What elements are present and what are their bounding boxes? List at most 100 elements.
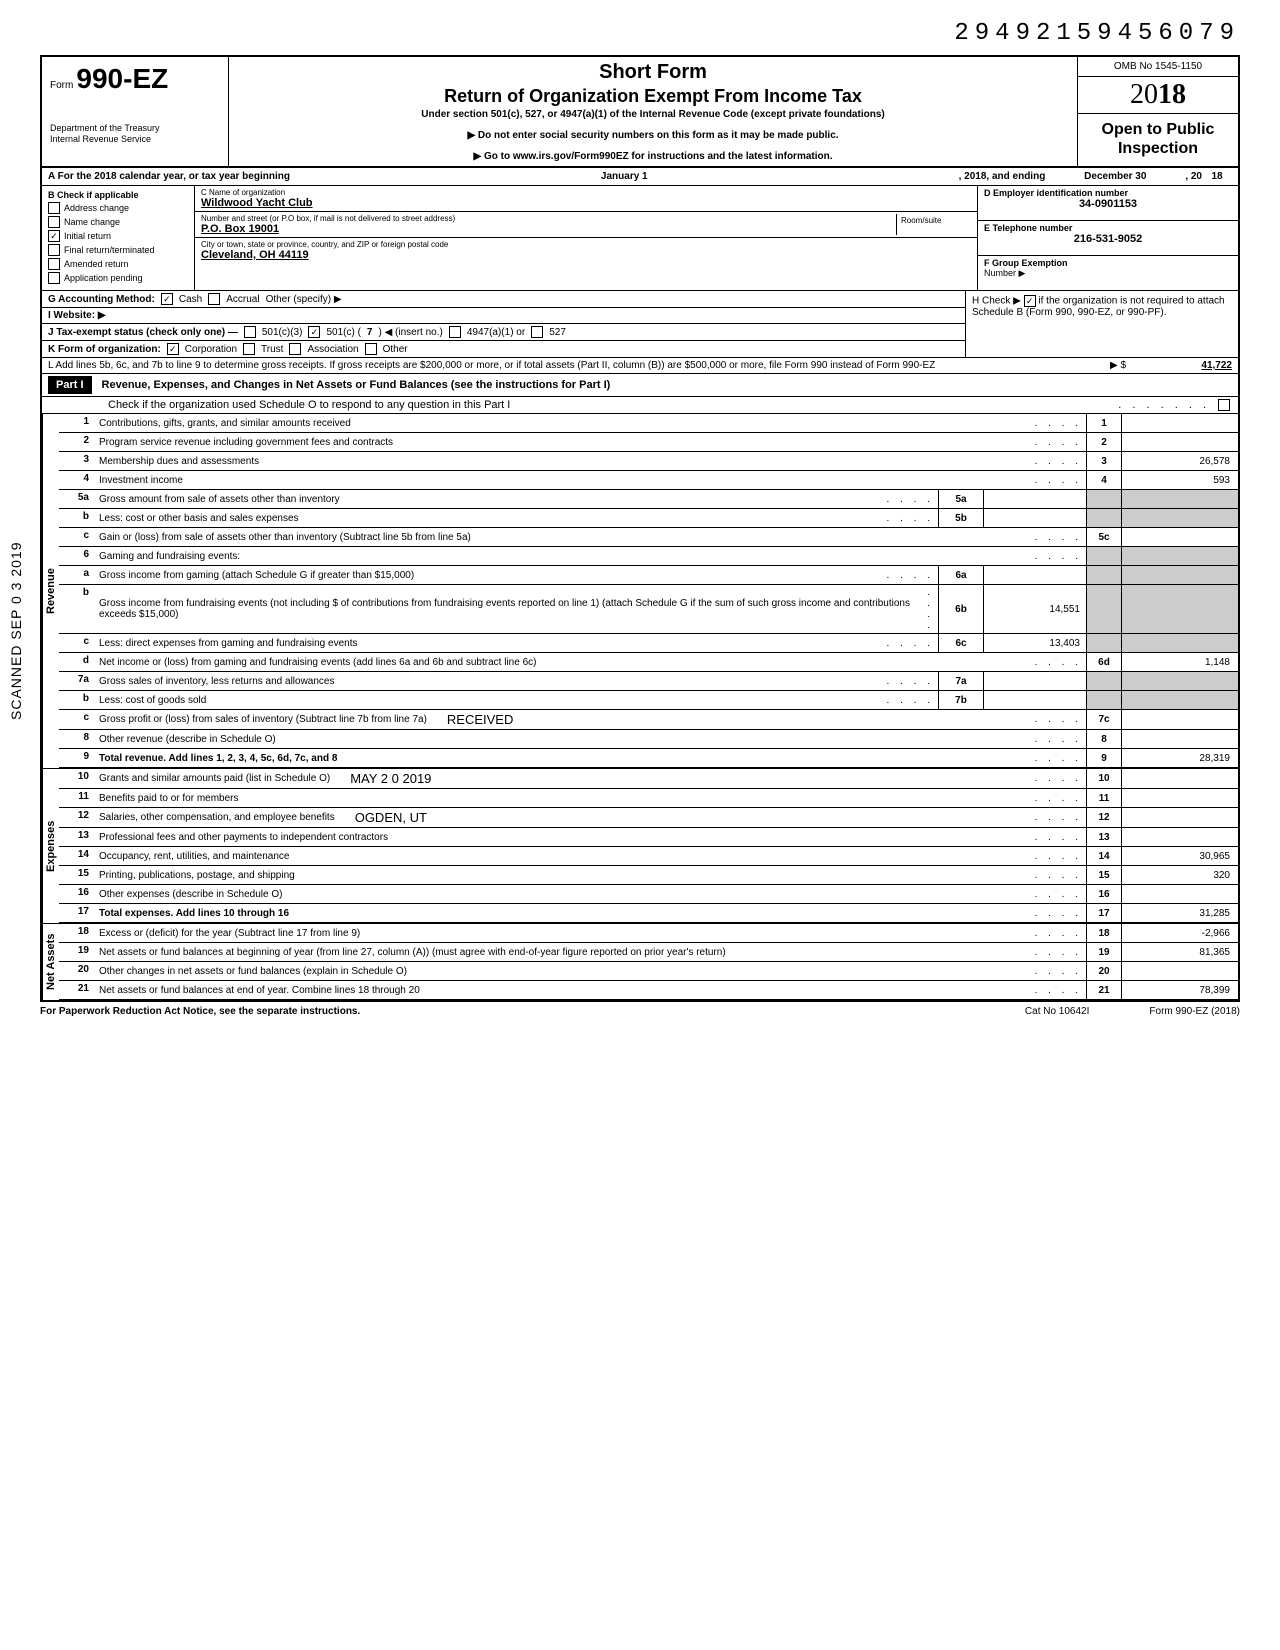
org-name: Wildwood Yacht Club (201, 197, 971, 209)
midbox-7b: 7b (938, 691, 983, 709)
grp-number: Number ▶ (984, 268, 1232, 279)
rval-18: -2,966 (1121, 924, 1238, 942)
opt-501c-a: 501(c) ( (326, 327, 360, 338)
part1-title: Revenue, Expenses, and Changes in Net As… (102, 379, 611, 391)
rnum-shade-b (1086, 691, 1121, 709)
row-k-label: K Form of organization: (48, 344, 161, 355)
rval-shade-7a (1121, 672, 1238, 690)
rnum-21: 21 (1086, 981, 1121, 999)
rval-15: 320 (1121, 866, 1238, 884)
rval-21: 78,399 (1121, 981, 1238, 999)
cb-sched-b[interactable]: ✓ (1024, 295, 1036, 307)
rnum-12: 12 (1086, 808, 1121, 827)
rnum-15: 15 (1086, 866, 1121, 884)
linenum-b: b (59, 691, 95, 709)
rval-shade-b (1121, 585, 1238, 633)
rnum-11: 11 (1086, 789, 1121, 807)
revenue-section: Revenue 1Contributions, gifts, grants, a… (42, 414, 1238, 768)
linenum-4: 4 (59, 471, 95, 489)
header-right: OMB No 1545-1150 2018 Open to Public Ins… (1077, 57, 1238, 166)
row-a-calendar-year: A For the 2018 calendar year, or tax yea… (42, 168, 1238, 186)
org-name-label: C Name of organization (201, 188, 971, 197)
cb-application-pending[interactable] (48, 272, 60, 284)
rval-17: 31,285 (1121, 904, 1238, 922)
colb-item-2: Initial return (64, 231, 111, 241)
linenum-1: 1 (59, 414, 95, 432)
linedesc-d: Net income or (loss) from gaming and fun… (95, 653, 1086, 671)
cb-final-return-terminated[interactable] (48, 244, 60, 256)
midval-6b: 14,551 (983, 585, 1086, 633)
midbox-6c: 6c (938, 634, 983, 652)
midbox-5a: 5a (938, 490, 983, 508)
cb-corp[interactable]: ✓ (167, 343, 179, 355)
linedesc-16: Other expenses (describe in Schedule O) … (95, 885, 1086, 903)
opt-corp: Corporation (185, 344, 237, 355)
linedesc-b: Less: cost of goods sold . . . . (95, 691, 938, 709)
col-c-org: C Name of organization Wildwood Yacht Cl… (195, 186, 977, 290)
rnum-17: 17 (1086, 904, 1121, 922)
opt-other-org: Other (383, 344, 408, 355)
rnum-19: 19 (1086, 943, 1121, 961)
opt-501c-n: 7 (367, 327, 373, 338)
linedesc-20: Other changes in net assets or fund bala… (95, 962, 1086, 980)
cb-527[interactable] (531, 326, 543, 338)
midbox-6a: 6a (938, 566, 983, 584)
rval-19: 81,365 (1121, 943, 1238, 961)
rval-shade-b (1121, 509, 1238, 527)
cb-cash[interactable]: ✓ (161, 293, 173, 305)
form-footer: For Paperwork Reduction Act Notice, see … (40, 1002, 1240, 1021)
section-bcdef: B Check if applicable Address changeName… (42, 186, 1238, 291)
linedesc-12: Salaries, other compensation, and employ… (95, 808, 1086, 827)
cb-4947[interactable] (449, 326, 461, 338)
cb-trust[interactable] (243, 343, 255, 355)
opt-accrual: Accrual (226, 294, 259, 305)
midval-7a (983, 672, 1086, 690)
rnum-shade-7a (1086, 672, 1121, 690)
cb-name-change[interactable] (48, 216, 60, 228)
dept-treasury: Department of the Treasury (50, 123, 220, 134)
row-j-label: J Tax-exempt status (check only one) — (48, 327, 238, 338)
rnum-shade-b (1086, 585, 1121, 633)
linedesc-1: Contributions, gifts, grants, and simila… (95, 414, 1086, 432)
cb-assoc[interactable] (289, 343, 301, 355)
opt-trust: Trust (261, 344, 283, 355)
midval-5b (983, 509, 1086, 527)
linenum-b: b (59, 585, 95, 633)
rval-8 (1121, 730, 1238, 748)
cb-address-change[interactable] (48, 202, 60, 214)
netassets-section: Net Assets 18Excess or (deficit) for the… (42, 923, 1238, 1000)
cb-amended-return[interactable] (48, 258, 60, 270)
linedesc-c: Gross profit or (loss) from sales of inv… (95, 710, 1086, 729)
city: Cleveland, OH 44119 (201, 249, 971, 261)
rnum-3: 3 (1086, 452, 1121, 470)
header-mid: Short Form Return of Organization Exempt… (229, 57, 1077, 166)
row-g-label: G Accounting Method: (48, 294, 155, 305)
revenue-label: Revenue (42, 414, 59, 768)
linenum-5a: 5a (59, 490, 95, 508)
instruct-url: ▶ Go to www.irs.gov/Form990EZ for instru… (237, 151, 1069, 162)
linenum-a: a (59, 566, 95, 584)
cb-sched-o[interactable] (1218, 399, 1230, 411)
rnum-18: 18 (1086, 924, 1121, 942)
cb-501c[interactable]: ✓ (308, 326, 320, 338)
colb-item-0: Address change (64, 203, 129, 213)
cb-501c3[interactable] (244, 326, 256, 338)
cb-other[interactable] (365, 343, 377, 355)
instruct-ssn: ▶ Do not enter social security numbers o… (237, 130, 1069, 141)
linedesc-7a: Gross sales of inventory, less returns a… (95, 672, 938, 690)
part1-dots: . . . . . . . (1118, 399, 1210, 411)
linenum-10: 10 (59, 769, 95, 788)
rnum-shade-b (1086, 509, 1121, 527)
midval-7b (983, 691, 1086, 709)
cb-initial-return[interactable]: ✓ (48, 230, 60, 242)
opt-4947: 4947(a)(1) or (467, 327, 525, 338)
linedesc-13: Professional fees and other payments to … (95, 828, 1086, 846)
row-i-label: I Website: ▶ (48, 310, 106, 321)
linenum-20: 20 (59, 962, 95, 980)
addr-label: Number and street (or P.O box, if mail i… (201, 214, 896, 223)
cb-accrual[interactable] (208, 293, 220, 305)
linedesc-3: Membership dues and assessments . . . . (95, 452, 1086, 470)
linedesc-4: Investment income . . . . (95, 471, 1086, 489)
header-left: Form 990-EZ Department of the Treasury I… (42, 57, 229, 166)
linenum-b: b (59, 509, 95, 527)
